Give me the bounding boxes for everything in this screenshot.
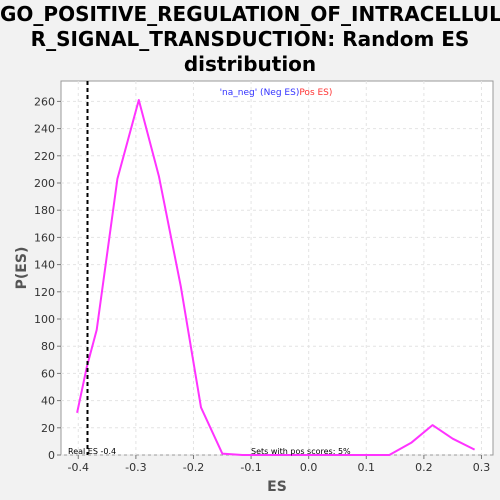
y-axis-label: P(ES) — [14, 247, 30, 290]
y-tick-label: 200 — [34, 177, 55, 190]
x-tick-label: 0.2 — [415, 461, 433, 474]
y-tick-label: 100 — [34, 313, 55, 326]
chart-legend: 'na_neg' (Neg ES)Pos ES) — [220, 88, 333, 98]
es-distribution-line — [76, 99, 476, 456]
legend-neg-entry: 'na_neg' (Neg ES) — [220, 88, 300, 98]
y-tick-label: 260 — [34, 95, 55, 108]
y-tick-label: 180 — [34, 204, 55, 217]
pos-scores-annotation: Sets with pos scores: 5% — [251, 447, 351, 456]
y-tick-label: 240 — [34, 123, 55, 136]
x-axis-label: ES — [267, 479, 287, 495]
y-tick-label: 120 — [34, 286, 55, 299]
x-tick-label: 0.0 — [300, 461, 318, 474]
chart-title: GO_POSITIVE_REGULATION_OF_INTRACELLULA R… — [0, 2, 500, 77]
x-tick-label: -0.1 — [240, 461, 261, 474]
y-tick-label: 0 — [48, 449, 55, 462]
x-axis-ticks: -0.4 -0.3 -0.2 -0.1 0.0 0.1 0.2 0.3 — [68, 455, 491, 474]
legend-pos-entry: Pos ES) — [299, 88, 332, 98]
chart-title-line-3: distribution — [183, 52, 317, 76]
y-tick-label: 140 — [34, 259, 55, 272]
real-es-label: Real ES -0.4 — [68, 447, 116, 456]
chart-title-line-1: GO_POSITIVE_REGULATION_OF_INTRACELLULA — [0, 2, 500, 26]
x-tick-label: 0.3 — [473, 461, 491, 474]
y-tick-label: 80 — [41, 340, 55, 353]
plot-area — [60, 80, 494, 456]
y-tick-label: 160 — [34, 231, 55, 244]
x-tick-label: -0.4 — [68, 461, 89, 474]
y-tick-label: 20 — [41, 422, 55, 435]
y-tick-label: 220 — [34, 150, 55, 163]
y-tick-label: 60 — [41, 367, 55, 380]
chart-title-line-2: R_SIGNAL_TRANSDUCTION: Random ES — [30, 27, 470, 51]
grid-lines — [61, 81, 493, 456]
y-tick-label: 40 — [41, 395, 55, 408]
x-tick-label: -0.3 — [125, 461, 146, 474]
y-axis-ticks: 0 20 40 60 80 100 120 140 160 180 200 220 240 260 — [34, 95, 61, 462]
x-tick-label: 0.1 — [358, 461, 376, 474]
series-layer — [76, 99, 476, 456]
x-tick-label: -0.2 — [183, 461, 204, 474]
